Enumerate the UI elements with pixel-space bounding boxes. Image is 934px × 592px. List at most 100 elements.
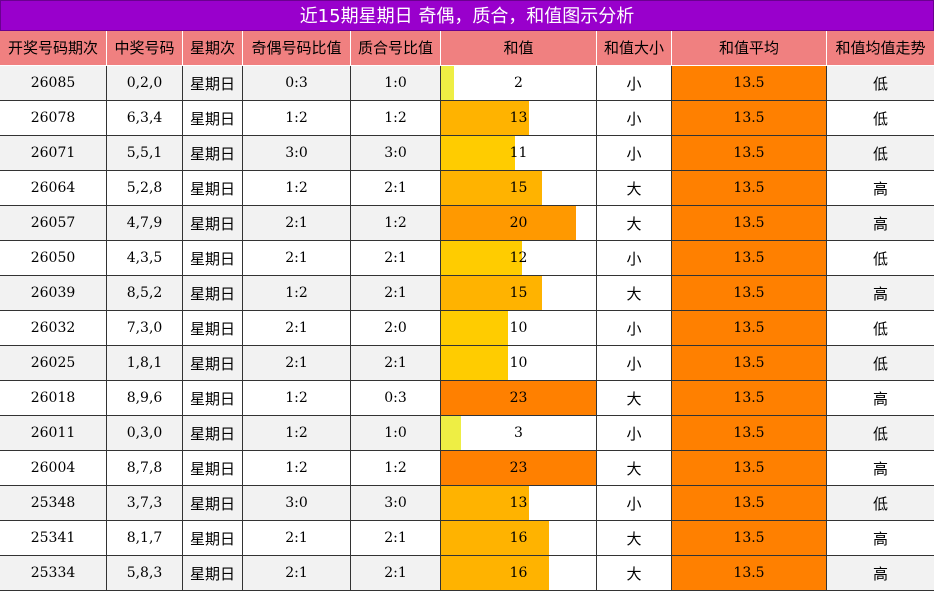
sum-average-cell: 13.5 (672, 311, 827, 346)
issue-cell: 26085 (0, 66, 107, 101)
average-trend-cell: 低 (827, 136, 934, 171)
table-header: 开奖号码期次 中奖号码 星期次 奇偶号码比值 质合号比值 和值 和值大小 和值平均 和值均值走势 (0, 31, 934, 66)
sum-value-label: 12 (509, 250, 528, 266)
sum-average-cell: 13.5 (672, 101, 827, 136)
sum-cell: 20 (441, 206, 597, 241)
sum-bar (441, 451, 596, 485)
sum-bar (441, 521, 549, 555)
sum-size-cell: 大 (597, 451, 672, 486)
table-row: 25334 5,8,3 星期日 2:1 2:1 16 大 13.5 高 (0, 556, 934, 591)
sum-average-cell: 13.5 (672, 206, 827, 241)
odd-even-cell: 1:2 (243, 276, 351, 311)
prime-composite-cell: 2:1 (351, 171, 441, 206)
sum-average-cell: 13.5 (672, 346, 827, 381)
sum-bar (441, 206, 576, 240)
sum-size-cell: 小 (597, 346, 672, 381)
odd-even-cell: 2:1 (243, 206, 351, 241)
average-trend-cell: 高 (827, 381, 934, 416)
sum-bar (441, 101, 529, 135)
sum-average-cell: 13.5 (672, 416, 827, 451)
weekday-cell: 星期日 (183, 66, 243, 101)
sum-bar (441, 416, 461, 450)
table-row: 26011 0,3,0 星期日 1:2 1:0 3 小 13.5 低 (0, 416, 934, 451)
issue-cell: 26078 (0, 101, 107, 136)
issue-cell: 25348 (0, 486, 107, 521)
odd-even-cell: 2:1 (243, 556, 351, 591)
sum-average-cell: 13.5 (672, 276, 827, 311)
sum-average-cell: 13.5 (672, 241, 827, 276)
weekday-cell: 星期日 (183, 136, 243, 171)
sum-size-cell: 小 (597, 101, 672, 136)
prime-composite-cell: 0:3 (351, 381, 441, 416)
odd-even-cell: 2:1 (243, 311, 351, 346)
numbers-cell: 4,7,9 (107, 206, 183, 241)
sum-bar (441, 346, 508, 380)
table-row: 26039 8,5,2 星期日 1:2 2:1 15 大 13.5 高 (0, 276, 934, 311)
sum-cell: 13 (441, 101, 597, 136)
sum-value-label: 20 (509, 215, 528, 231)
sum-bar (441, 241, 522, 275)
numbers-cell: 8,5,2 (107, 276, 183, 311)
issue-cell: 26039 (0, 276, 107, 311)
weekday-cell: 星期日 (183, 206, 243, 241)
sum-value-label: 15 (509, 285, 528, 301)
table-row: 26057 4,7,9 星期日 2:1 1:2 20 大 13.5 高 (0, 206, 934, 241)
table-row: 26078 6,3,4 星期日 1:2 1:2 13 小 13.5 低 (0, 101, 934, 136)
issue-cell: 26018 (0, 381, 107, 416)
sum-cell: 23 (441, 381, 597, 416)
average-trend-cell: 高 (827, 451, 934, 486)
sum-size-cell: 小 (597, 241, 672, 276)
issue-cell: 26011 (0, 416, 107, 451)
odd-even-cell: 2:1 (243, 241, 351, 276)
numbers-cell: 0,3,0 (107, 416, 183, 451)
average-trend-cell: 低 (827, 416, 934, 451)
sum-bar (441, 171, 542, 205)
sum-bar (441, 136, 515, 170)
sum-bar (441, 311, 508, 345)
sum-value-label: 13 (509, 110, 528, 126)
table-row: 26018 8,9,6 星期日 1:2 0:3 23 大 13.5 高 (0, 381, 934, 416)
sum-cell: 10 (441, 311, 597, 346)
table-row: 26025 1,8,1 星期日 2:1 2:1 10 小 13.5 低 (0, 346, 934, 381)
sum-average-cell: 13.5 (672, 521, 827, 556)
issue-cell: 26057 (0, 206, 107, 241)
sum-value-label: 10 (509, 320, 528, 336)
sum-cell: 16 (441, 521, 597, 556)
sum-bar (441, 486, 529, 520)
weekday-cell: 星期日 (183, 311, 243, 346)
average-trend-cell: 低 (827, 66, 934, 101)
header-prime-composite: 质合号比值 (351, 31, 441, 66)
numbers-cell: 6,3,4 (107, 101, 183, 136)
sum-value-label: 16 (509, 530, 528, 546)
sum-cell: 16 (441, 556, 597, 591)
sum-average-cell: 13.5 (672, 171, 827, 206)
sum-value-label: 15 (509, 180, 528, 196)
sum-cell: 23 (441, 451, 597, 486)
average-trend-cell: 低 (827, 101, 934, 136)
odd-even-cell: 1:2 (243, 381, 351, 416)
chart-title: 近15期星期日 奇偶，质合，和值图示分析 (0, 0, 934, 31)
average-trend-cell: 高 (827, 556, 934, 591)
weekday-cell: 星期日 (183, 381, 243, 416)
sum-size-cell: 大 (597, 521, 672, 556)
sum-size-cell: 大 (597, 171, 672, 206)
odd-even-cell: 1:2 (243, 451, 351, 486)
numbers-cell: 4,3,5 (107, 241, 183, 276)
odd-even-cell: 0:3 (243, 66, 351, 101)
header-sum: 和值 (441, 31, 597, 66)
header-numbers: 中奖号码 (107, 31, 183, 66)
prime-composite-cell: 1:2 (351, 451, 441, 486)
table-row: 26064 5,2,8 星期日 1:2 2:1 15 大 13.5 高 (0, 171, 934, 206)
numbers-cell: 5,2,8 (107, 171, 183, 206)
numbers-cell: 5,8,3 (107, 556, 183, 591)
sum-value-label: 2 (514, 75, 523, 91)
issue-cell: 26004 (0, 451, 107, 486)
sum-size-cell: 大 (597, 276, 672, 311)
prime-composite-cell: 2:1 (351, 521, 441, 556)
numbers-cell: 8,9,6 (107, 381, 183, 416)
sum-size-cell: 小 (597, 66, 672, 101)
prime-composite-cell: 2:1 (351, 241, 441, 276)
sum-cell: 2 (441, 66, 597, 101)
header-weekday: 星期次 (183, 31, 243, 66)
